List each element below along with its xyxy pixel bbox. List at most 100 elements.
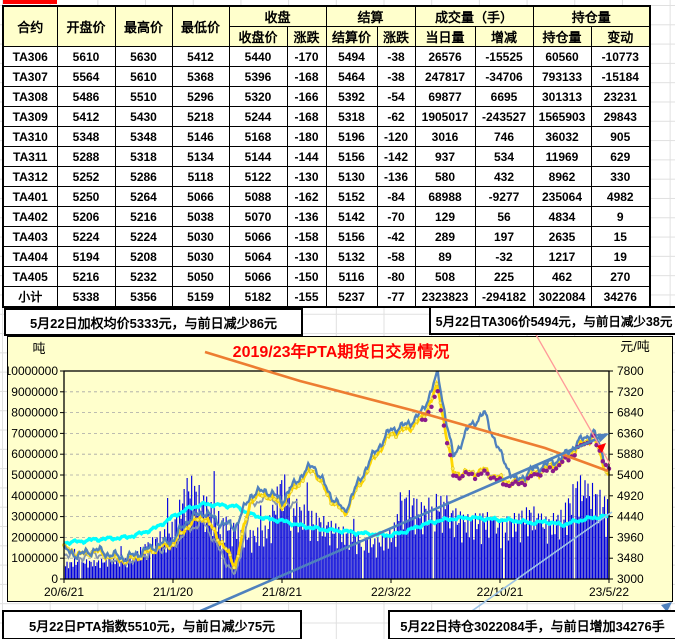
value-cell[interactable]: 197 — [474, 226, 534, 247]
contract-cell[interactable]: TA402 — [2, 206, 58, 227]
contract-cell[interactable]: TA308 — [2, 86, 58, 107]
value-cell[interactable]: 1217 — [532, 246, 592, 267]
value-cell[interactable]: -158 — [286, 226, 327, 247]
value-cell[interactable]: 5066 — [228, 266, 288, 287]
value-cell[interactable]: 5066 — [171, 186, 230, 207]
value-cell[interactable]: 5564 — [56, 66, 116, 87]
value-cell[interactable]: 5464 — [325, 66, 378, 87]
contract-cell[interactable]: TA403 — [2, 226, 58, 247]
value-cell[interactable]: 5194 — [56, 246, 116, 267]
contract-cell[interactable]: TA405 — [2, 266, 58, 287]
value-cell[interactable]: 2323823 — [414, 286, 476, 308]
value-cell[interactable]: 2635 — [532, 226, 592, 247]
value-cell[interactable]: -32 — [474, 246, 534, 267]
value-cell[interactable]: 5122 — [228, 166, 288, 187]
contract-cell[interactable]: 小计 — [2, 286, 58, 308]
value-cell[interactable]: 29843 — [590, 106, 651, 127]
value-cell[interactable]: 69877 — [414, 86, 476, 107]
value-cell[interactable]: 4982 — [590, 186, 651, 207]
value-cell[interactable]: 5412 — [171, 46, 230, 67]
value-cell[interactable]: 5050 — [171, 266, 230, 287]
value-cell[interactable]: 5288 — [56, 146, 116, 167]
value-cell[interactable]: 5510 — [114, 86, 173, 107]
value-cell[interactable]: 270 — [590, 266, 651, 287]
value-cell[interactable]: 508 — [414, 266, 476, 287]
value-cell[interactable]: 36032 — [532, 126, 592, 147]
value-cell[interactable]: -120 — [376, 126, 416, 147]
col-header[interactable]: 开盘价 — [56, 5, 116, 47]
value-cell[interactable]: 5610 — [114, 66, 173, 87]
value-cell[interactable]: -42 — [376, 226, 416, 247]
value-cell[interactable]: 289 — [414, 226, 476, 247]
value-cell[interactable]: 5252 — [56, 166, 116, 187]
value-cell[interactable]: 68988 — [414, 186, 476, 207]
value-cell[interactable]: 5224 — [56, 226, 116, 247]
contract-cell[interactable]: TA307 — [2, 66, 58, 87]
value-cell[interactable]: 23231 — [590, 86, 651, 107]
sub-header[interactable]: 涨跌 — [376, 26, 416, 47]
value-cell[interactable]: 5396 — [228, 66, 288, 87]
value-cell[interactable]: -58 — [376, 246, 416, 267]
value-cell[interactable]: 5610 — [56, 46, 116, 67]
sub-header[interactable]: 涨跌 — [286, 26, 327, 47]
value-cell[interactable]: -168 — [286, 106, 327, 127]
value-cell[interactable]: 5224 — [114, 226, 173, 247]
value-cell[interactable]: 5168 — [228, 126, 288, 147]
value-cell[interactable]: -130 — [286, 246, 327, 267]
value-cell[interactable]: -166 — [286, 86, 327, 107]
contract-cell[interactable]: TA311 — [2, 146, 58, 167]
value-cell[interactable]: 5250 — [56, 186, 116, 207]
value-cell[interactable]: 5440 — [228, 46, 288, 67]
value-cell[interactable]: -84 — [376, 186, 416, 207]
value-cell[interactable]: 60560 — [532, 46, 592, 67]
value-cell[interactable]: 5208 — [114, 246, 173, 267]
value-cell[interactable]: -15525 — [474, 46, 534, 67]
value-cell[interactable]: 19 — [590, 246, 651, 267]
value-cell[interactable]: -170 — [286, 46, 327, 67]
contract-cell[interactable]: TA306 — [2, 46, 58, 67]
value-cell[interactable]: -80 — [376, 266, 416, 287]
group-header[interactable]: 持仓量 — [532, 5, 651, 27]
group-header[interactable]: 结算 — [325, 5, 416, 27]
value-cell[interactable]: 3022084 — [532, 286, 592, 308]
value-cell[interactable]: 5134 — [171, 146, 230, 167]
value-cell[interactable]: -38 — [376, 66, 416, 87]
value-cell[interactable]: 89 — [414, 246, 476, 267]
value-cell[interactable]: 5348 — [56, 126, 116, 147]
ta306-price-note[interactable]: 5月22日TA306价5494元，与前日减少38元 — [429, 306, 675, 335]
value-cell[interactable]: 129 — [414, 206, 476, 227]
value-cell[interactable]: 580 — [414, 166, 476, 187]
value-cell[interactable]: 5244 — [228, 106, 288, 127]
value-cell[interactable]: 5216 — [56, 266, 116, 287]
value-cell[interactable]: -9277 — [474, 186, 534, 207]
value-cell[interactable]: 905 — [590, 126, 651, 147]
contract-cell[interactable]: TA404 — [2, 246, 58, 267]
value-cell[interactable]: 5118 — [171, 166, 230, 187]
value-cell[interactable]: -130 — [286, 166, 327, 187]
pta-daily-trading-chart[interactable]: 10000000 7800 9000000 7320 8000000 6840 700000… — [5, 336, 673, 602]
value-cell[interactable]: 5412 — [56, 106, 116, 127]
group-header[interactable]: 成交量（手） — [414, 5, 534, 27]
value-cell[interactable]: -77 — [376, 286, 416, 308]
value-cell[interactable]: 432 — [474, 166, 534, 187]
col-header[interactable]: 最低价 — [171, 5, 230, 47]
group-header[interactable]: 收盘 — [228, 5, 327, 27]
contract-cell[interactable]: TA309 — [2, 106, 58, 127]
value-cell[interactable]: -155 — [286, 286, 327, 308]
weighted-avg-price-note[interactable]: 5月22日加权均价5333元，与前日减少86元 — [4, 308, 303, 336]
value-cell[interactable]: 5216 — [114, 206, 173, 227]
value-cell[interactable]: -142 — [376, 146, 416, 167]
value-cell[interactable]: 301313 — [532, 86, 592, 107]
value-cell[interactable]: 5038 — [171, 206, 230, 227]
value-cell[interactable]: 4834 — [532, 206, 592, 227]
value-cell[interactable]: 5142 — [325, 206, 378, 227]
value-cell[interactable]: 5264 — [114, 186, 173, 207]
value-cell[interactable]: 34276 — [590, 286, 651, 308]
value-cell[interactable]: 5286 — [114, 166, 173, 187]
contract-cell[interactable]: TA401 — [2, 186, 58, 207]
sub-header[interactable]: 收盘价 — [228, 26, 288, 47]
value-cell[interactable]: -10773 — [590, 46, 651, 67]
value-cell[interactable]: 5182 — [228, 286, 288, 308]
value-cell[interactable]: 5206 — [56, 206, 116, 227]
value-cell[interactable]: -162 — [286, 186, 327, 207]
